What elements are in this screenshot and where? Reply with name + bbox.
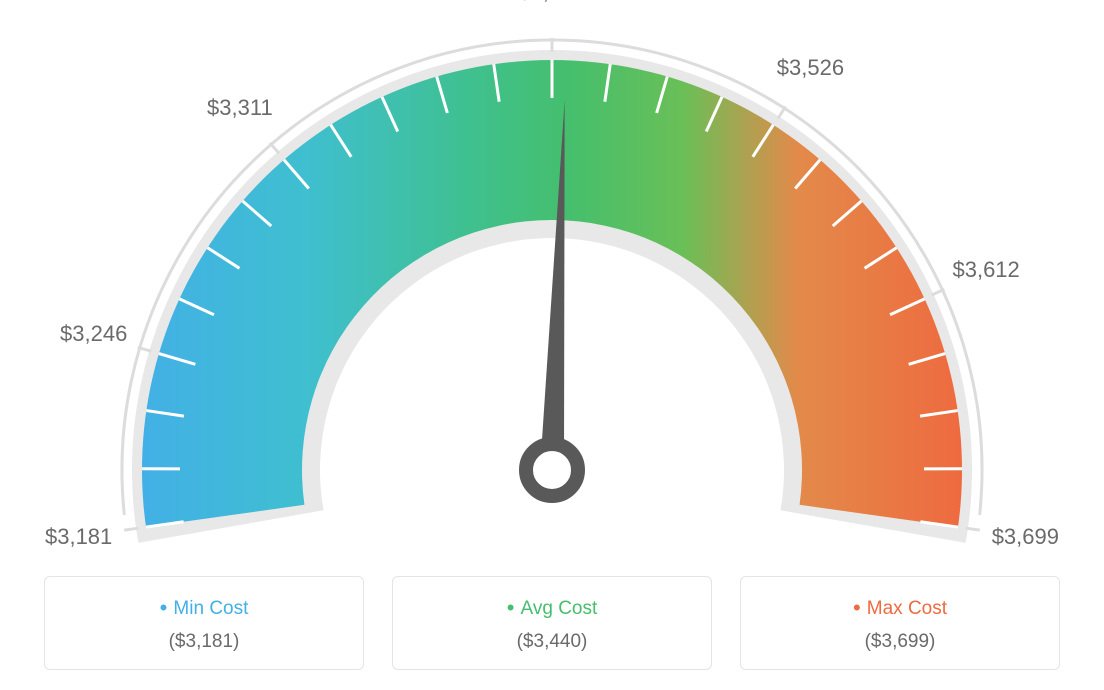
gauge-tick-label: $3,181: [45, 524, 112, 550]
legend-card-max: Max Cost ($3,699): [740, 576, 1060, 670]
legend-value-avg: ($3,440): [403, 631, 701, 653]
gauge-tick-label: $3,526: [777, 55, 844, 81]
gauge-tick-label: $3,699: [992, 524, 1059, 550]
gauge-tick-label: $3,612: [952, 257, 1019, 283]
legend-card-min: Min Cost ($3,181): [44, 576, 364, 670]
legend-title-max: Max Cost: [751, 595, 1049, 621]
legend-row: Min Cost ($3,181) Avg Cost ($3,440) Max …: [0, 576, 1104, 670]
legend-value-max: ($3,699): [751, 631, 1049, 653]
legend-card-avg: Avg Cost ($3,440): [392, 576, 712, 670]
gauge-svg: [0, 0, 1104, 560]
gauge-tick-label: $3,246: [60, 321, 127, 347]
gauge-tick-label: $3,311: [207, 95, 273, 121]
legend-value-min: ($3,181): [55, 631, 353, 653]
gauge-tick-label: $3,440: [518, 0, 585, 5]
gauge-chart: $3,181 $3,246 $3,311 $3,440 $3,526 $3,612 $3,6…: [0, 0, 1104, 560]
legend-title-avg: Avg Cost: [403, 595, 701, 621]
legend-title-min: Min Cost: [55, 595, 353, 621]
